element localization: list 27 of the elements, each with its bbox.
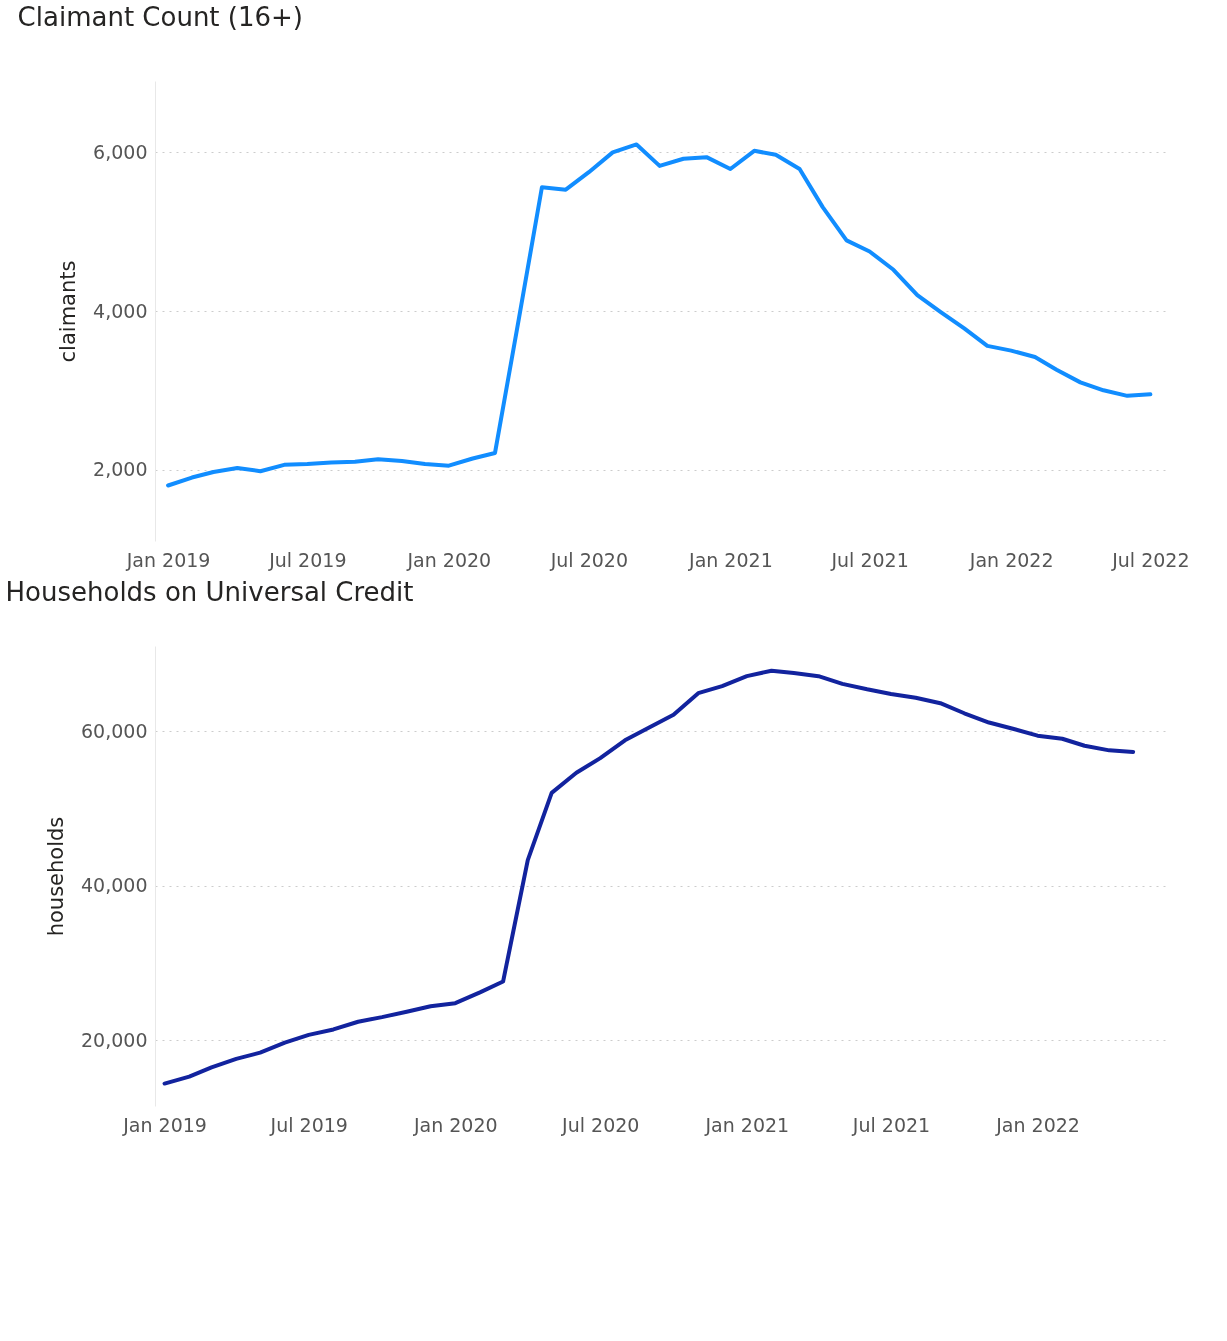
x-tick-label: Jan 2020: [412, 1113, 498, 1136]
y-tick-label: 4,000: [93, 299, 148, 322]
line-series: [162, 668, 1136, 1086]
y-tick-label: 20,000: [81, 1028, 148, 1051]
y-axis-title: claimants: [56, 260, 81, 363]
y-axis-title: households: [44, 816, 69, 937]
x-tick-label: Jan 2019: [122, 1113, 207, 1136]
x-tick-label: Jul 2019: [268, 548, 347, 571]
y-tick-label: 60,000: [81, 719, 148, 742]
chart-title: Claimant Count (16+): [17, 2, 303, 32]
y-tick-label: 2,000: [93, 458, 148, 481]
x-tick-label: Jul 2022: [1111, 548, 1190, 571]
x-tick-label: Jul 2020: [561, 1113, 640, 1136]
x-tick-label: Jan 2021: [688, 548, 773, 571]
chart-title: Households on Universal Credit: [5, 577, 414, 607]
x-tick-label: Jul 2019: [269, 1113, 348, 1136]
x-tick-label: Jan 2020: [406, 548, 492, 571]
x-tick-label: Jul 2021: [851, 1113, 931, 1136]
y-tick-label: 40,000: [81, 874, 148, 897]
x-tick-label: Jan 2022: [995, 1113, 1080, 1136]
line-series: [166, 142, 1153, 488]
x-tick-label: Jan 2021: [704, 1113, 790, 1136]
y-tick-label: 6,000: [93, 140, 148, 163]
x-tick-label: Jul 2020: [549, 548, 629, 571]
x-tick-label: Jan 2019: [125, 548, 211, 571]
x-tick-label: Jul 2021: [830, 548, 909, 571]
x-tick-label: Jan 2022: [968, 548, 1054, 571]
